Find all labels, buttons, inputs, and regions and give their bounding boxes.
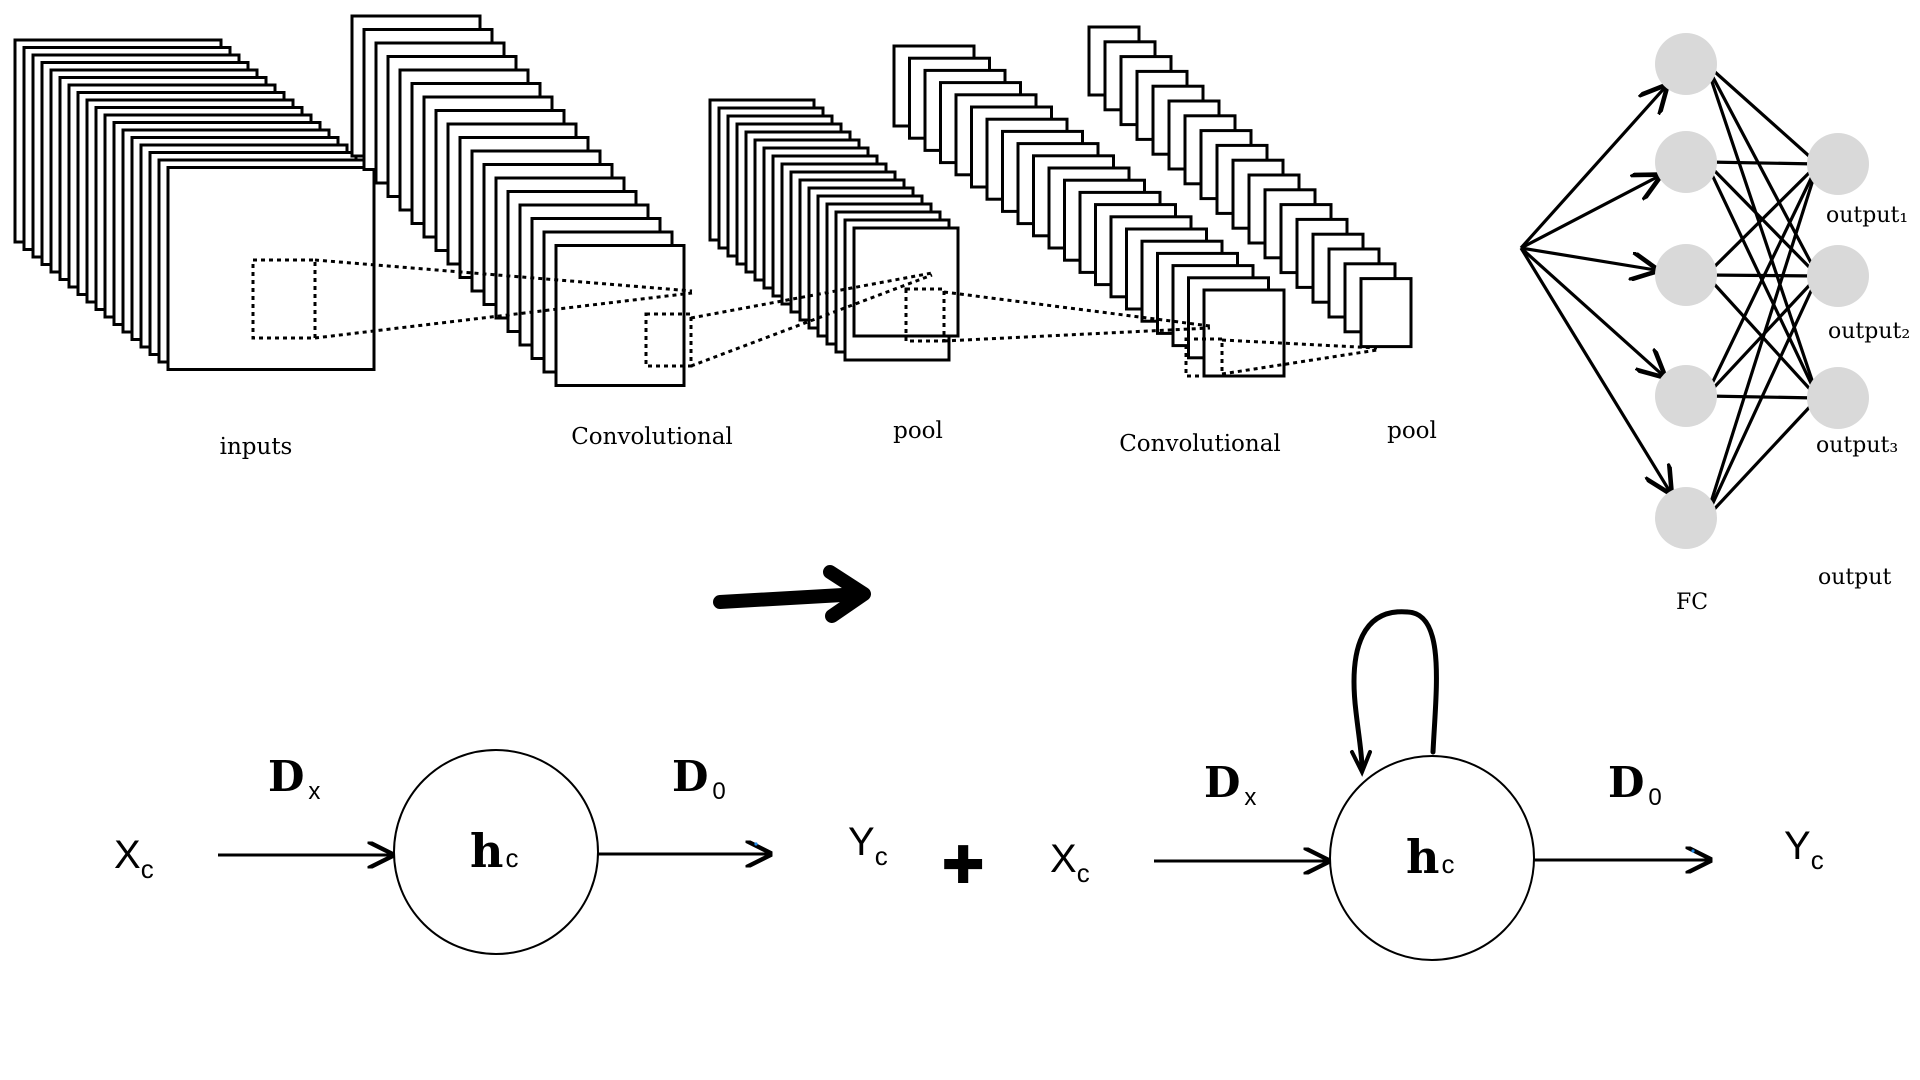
projection-line — [1221, 338, 1378, 350]
pool1-label: pool — [893, 418, 943, 444]
conv1-kernel-box — [644, 312, 693, 368]
output3-label: output₃ — [1816, 433, 1898, 458]
fc-connection — [1704, 163, 1820, 397]
fc-node — [1655, 33, 1717, 95]
output-layer-label: output — [1818, 565, 1892, 590]
fc-node — [1655, 365, 1717, 427]
pool1-feature-stack — [708, 98, 960, 362]
left-output-y: Yc — [848, 820, 888, 871]
conv2-label: Convolutional — [1119, 431, 1281, 457]
fc-connection — [1705, 273, 1819, 278]
right-output-y: Yc — [1784, 824, 1824, 875]
fc-input-fan — [1519, 86, 1670, 492]
fc-layer-label: FC — [1676, 590, 1708, 615]
inputs-kernel-box — [251, 258, 317, 340]
conv2-kernel-box — [1184, 337, 1224, 378]
fc-output-connections — [1704, 62, 1820, 520]
recurrent-loop-arrowhead — [1350, 750, 1372, 777]
left-hidden-h: hc — [470, 824, 518, 878]
output-node — [1807, 133, 1869, 195]
fc-input-arrow — [1519, 86, 1666, 250]
left-hidden-node — [393, 749, 599, 955]
projection-line — [1221, 348, 1378, 376]
right-hidden-node — [1329, 755, 1535, 961]
fc-connection — [1704, 163, 1820, 519]
projection-line — [690, 273, 933, 368]
fc-connection — [1704, 62, 1820, 166]
fc-input-arrow — [1519, 247, 1670, 492]
pool2-feature-stack — [1087, 25, 1413, 349]
right-hidden-h: hc — [1406, 830, 1454, 884]
fc-node — [1655, 131, 1717, 193]
projection-line — [690, 271, 933, 320]
left-input-x: Xc — [114, 833, 154, 884]
feature-map — [1359, 277, 1413, 349]
feature-map — [852, 226, 960, 338]
output-nodes — [1807, 133, 1869, 429]
feature-map — [1202, 288, 1286, 378]
fully-connected-network — [1519, 33, 1869, 549]
plus-sign: ✚ — [941, 837, 985, 895]
output-node — [1807, 245, 1869, 307]
inputs-label: inputs — [220, 434, 293, 460]
output2-label: output₂ — [1828, 319, 1910, 344]
receptive-field-projections — [251, 258, 1378, 378]
stage-labels: inputs Convolutional pool Convolutional … — [220, 418, 1437, 460]
fc-input-arrow — [1519, 246, 1664, 376]
conv1-label: Convolutional — [571, 424, 733, 450]
recurrent-loop-arrow — [1351, 609, 1439, 771]
fc-input-arrow — [1520, 176, 1659, 250]
fc-node — [1655, 244, 1717, 306]
accent-dot — [754, 842, 758, 846]
accent-dot — [1691, 849, 1695, 853]
fc-connection — [1704, 396, 1820, 520]
transition-arrow — [713, 565, 871, 623]
pool1-kernel-box — [904, 287, 946, 343]
fc-input-arrow — [1520, 246, 1656, 270]
fc-node — [1655, 487, 1717, 549]
output1-label: output₁ — [1826, 203, 1908, 228]
conv2-feature-stack — [892, 44, 1286, 378]
fc-connection — [1705, 160, 1819, 166]
fc-connection — [1704, 162, 1820, 277]
fc-labels: output₁ output₂ output₃ output FC — [1676, 203, 1910, 615]
output-node — [1807, 367, 1869, 429]
fc-connection — [1704, 63, 1820, 399]
fc-connection — [1704, 275, 1820, 519]
right-input-x: Xc — [1050, 837, 1090, 888]
pool2-label: pool — [1387, 418, 1437, 444]
inputs-feature-stack — [13, 38, 376, 371]
conv1-feature-stack — [350, 14, 686, 387]
projection-line — [314, 258, 693, 293]
fc-nodes — [1655, 33, 1717, 549]
fc-connection — [1704, 63, 1820, 277]
